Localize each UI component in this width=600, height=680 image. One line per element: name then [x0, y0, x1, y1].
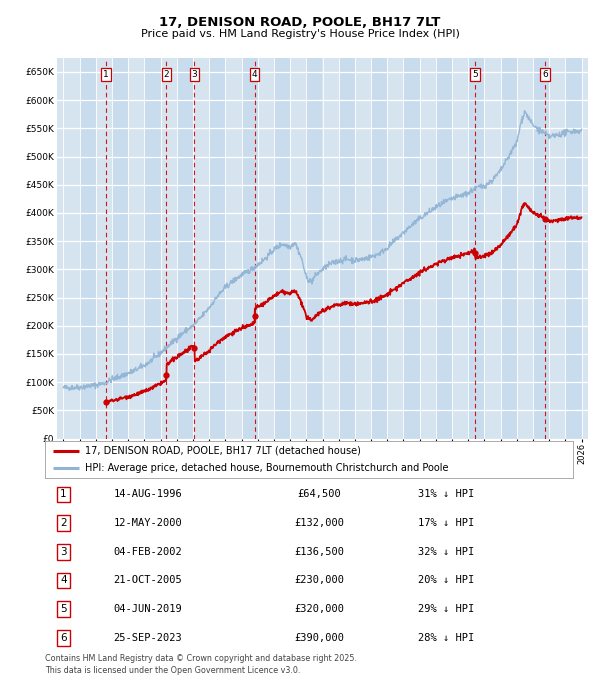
Text: 3: 3	[191, 71, 197, 80]
Text: £390,000: £390,000	[295, 632, 344, 643]
Bar	[242, 58, 258, 439]
Bar	[307, 58, 322, 439]
Text: 4: 4	[60, 575, 67, 585]
Text: 12-MAY-2000: 12-MAY-2000	[113, 518, 182, 528]
Text: 1: 1	[103, 71, 109, 80]
Bar	[112, 58, 128, 439]
Text: HPI: Average price, detached house, Bournemouth Christchurch and Poole: HPI: Average price, detached house, Bour…	[85, 463, 448, 473]
Text: £320,000: £320,000	[295, 604, 344, 614]
Text: 20% ↓ HPI: 20% ↓ HPI	[418, 575, 475, 585]
Bar	[274, 58, 290, 439]
Text: 17, DENISON ROAD, POOLE, BH17 7LT: 17, DENISON ROAD, POOLE, BH17 7LT	[160, 16, 440, 29]
Bar	[209, 58, 226, 439]
Bar	[371, 58, 387, 439]
Bar	[177, 58, 193, 439]
Text: 4: 4	[252, 71, 257, 80]
Text: 6: 6	[60, 632, 67, 643]
Bar	[436, 58, 452, 439]
Text: £132,000: £132,000	[295, 518, 344, 528]
Text: 21-OCT-2005: 21-OCT-2005	[113, 575, 182, 585]
Text: 5: 5	[60, 604, 67, 614]
Text: 5: 5	[472, 71, 478, 80]
Text: £230,000: £230,000	[295, 575, 344, 585]
Text: 28% ↓ HPI: 28% ↓ HPI	[418, 632, 475, 643]
Bar	[500, 58, 517, 439]
Text: Contains HM Land Registry data © Crown copyright and database right 2025.
This d: Contains HM Land Registry data © Crown c…	[45, 654, 357, 675]
Text: 17, DENISON ROAD, POOLE, BH17 7LT (detached house): 17, DENISON ROAD, POOLE, BH17 7LT (detac…	[85, 445, 361, 456]
Text: 04-JUN-2019: 04-JUN-2019	[113, 604, 182, 614]
Bar	[565, 58, 581, 439]
Bar	[338, 58, 355, 439]
Text: Price paid vs. HM Land Registry's House Price Index (HPI): Price paid vs. HM Land Registry's House …	[140, 29, 460, 39]
Text: 1: 1	[60, 490, 67, 500]
Bar	[80, 58, 96, 439]
Text: 04-FEB-2002: 04-FEB-2002	[113, 547, 182, 557]
Text: 25-SEP-2023: 25-SEP-2023	[113, 632, 182, 643]
Text: 2: 2	[60, 518, 67, 528]
Text: £136,500: £136,500	[295, 547, 344, 557]
Text: 17% ↓ HPI: 17% ↓ HPI	[418, 518, 475, 528]
Bar	[533, 58, 549, 439]
Text: £64,500: £64,500	[298, 490, 341, 500]
Text: 2: 2	[164, 71, 169, 80]
Text: 6: 6	[542, 71, 548, 80]
Text: 32% ↓ HPI: 32% ↓ HPI	[418, 547, 475, 557]
Bar	[403, 58, 419, 439]
Bar	[145, 58, 161, 439]
Text: 14-AUG-1996: 14-AUG-1996	[113, 490, 182, 500]
Text: 29% ↓ HPI: 29% ↓ HPI	[418, 604, 475, 614]
Bar	[468, 58, 484, 439]
Text: 3: 3	[60, 547, 67, 557]
Text: 31% ↓ HPI: 31% ↓ HPI	[418, 490, 475, 500]
